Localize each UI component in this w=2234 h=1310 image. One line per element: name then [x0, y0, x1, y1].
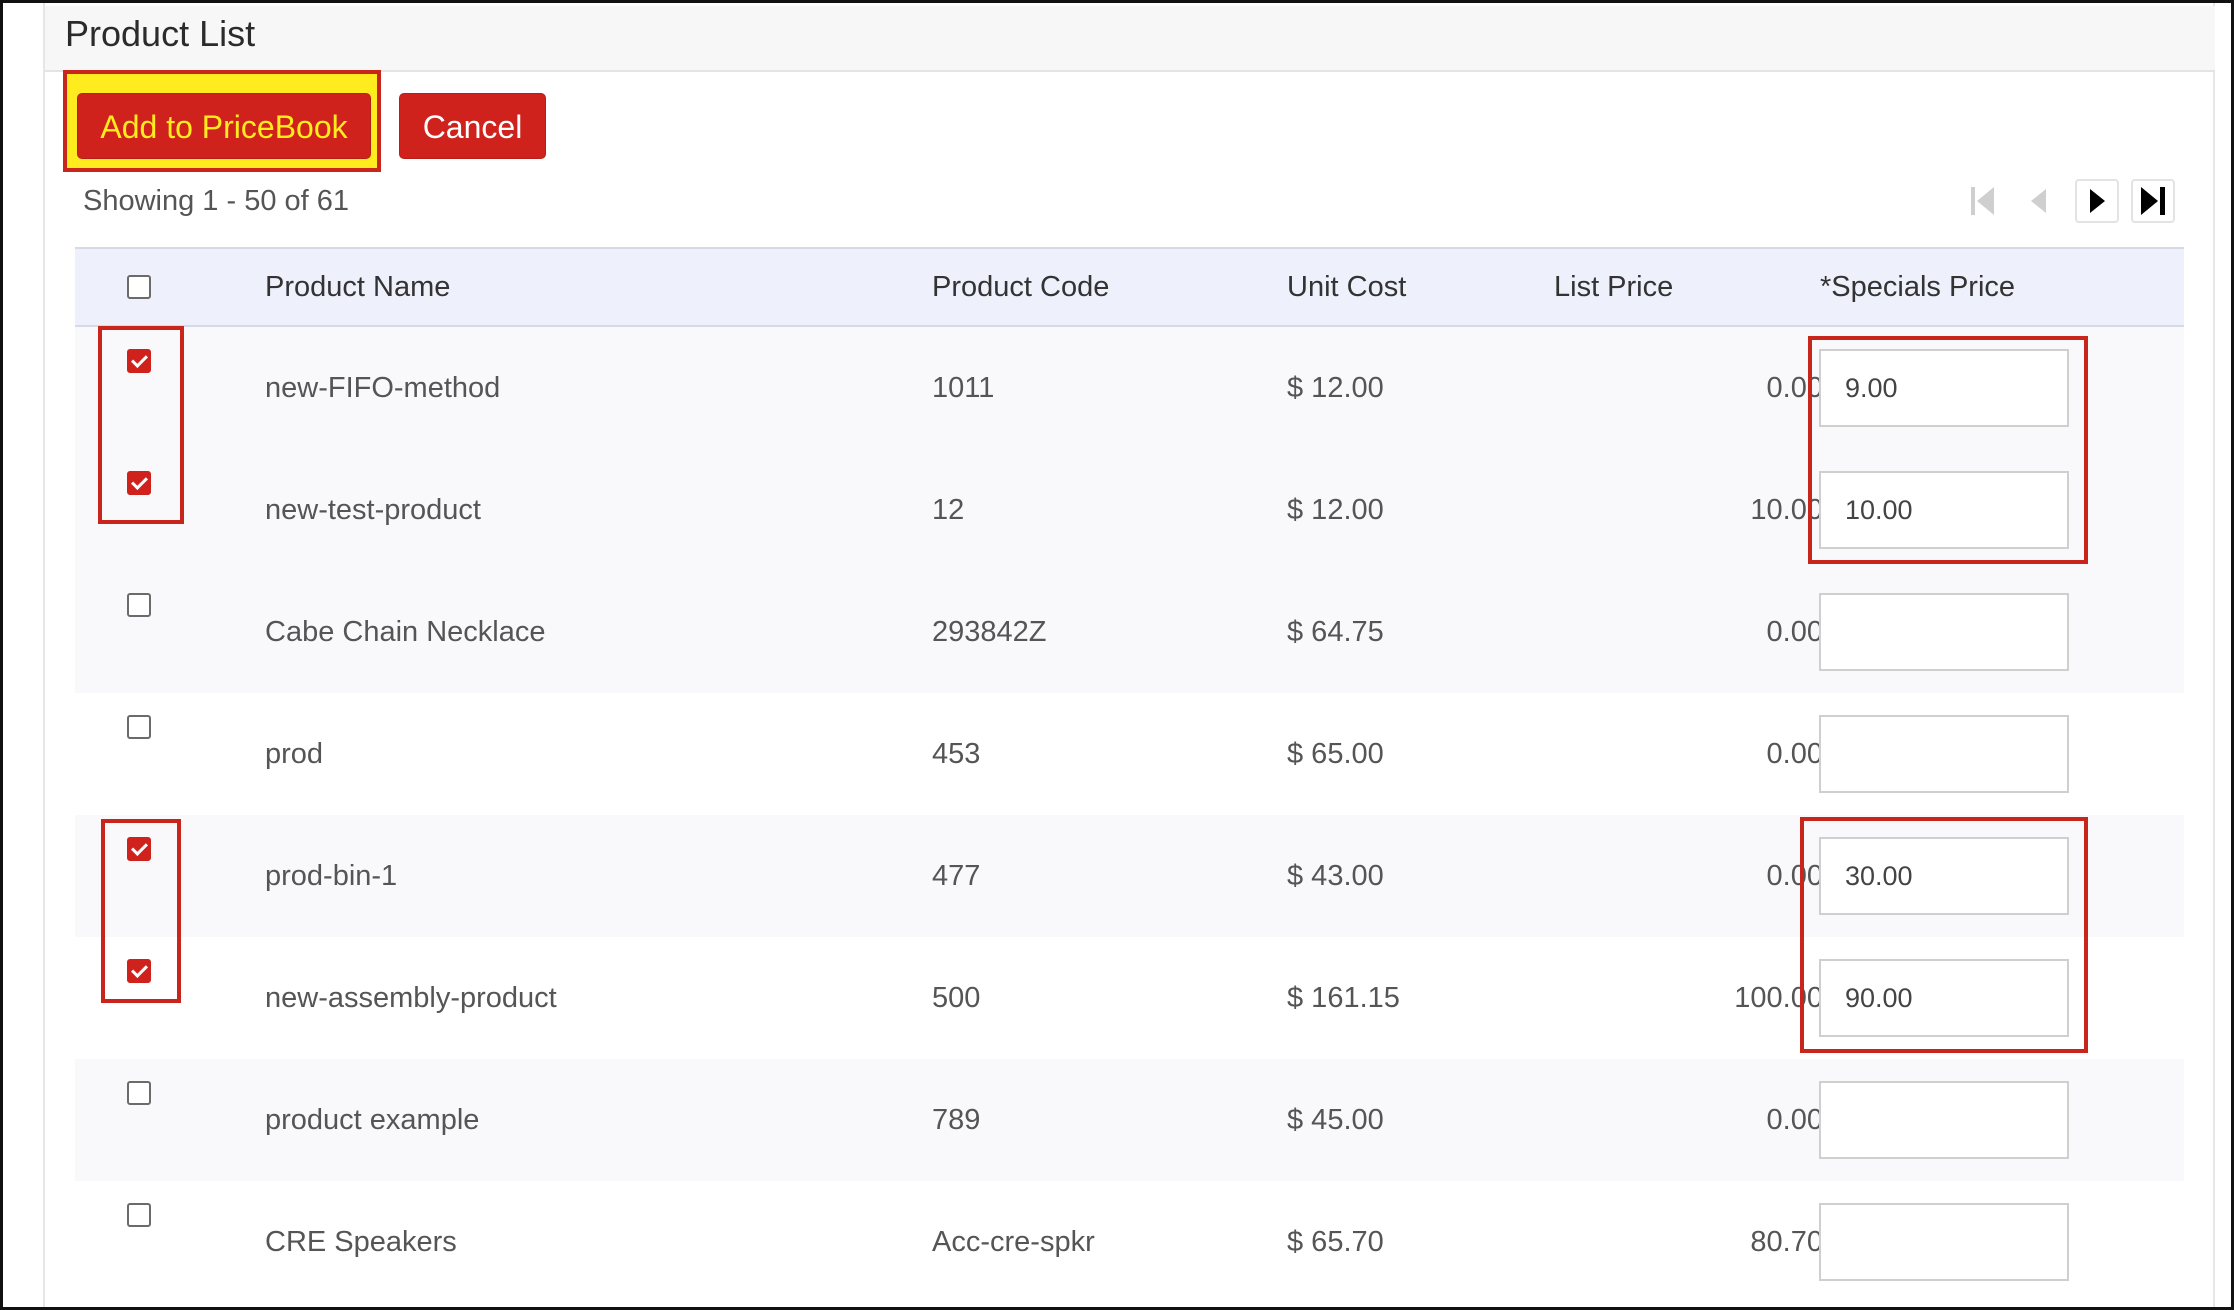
product-name-cell: CRE Speakers	[265, 1226, 457, 1258]
unit-cost-cell: $ 161.15	[1287, 982, 1400, 1014]
product-name-cell: Cabe Chain Necklace	[265, 616, 546, 648]
product-code-cell: 789	[932, 1104, 981, 1136]
unit-cost-cell: $ 45.00	[1287, 1104, 1384, 1136]
table-row: new-FIFO-method 1011 $ 12.00 0.00	[75, 327, 2184, 449]
specials-price-input[interactable]	[1819, 837, 2069, 915]
last-page-icon	[2141, 187, 2165, 215]
next-page-button[interactable]	[2075, 179, 2119, 223]
table-row: new-assembly-product 500 $ 161.15 100.00	[75, 937, 2184, 1059]
table-row: prod-bin-1 477 $ 43.00 0.00	[75, 815, 2184, 937]
last-page-button[interactable]	[2131, 179, 2175, 223]
column-header-unit-cost[interactable]: Unit Cost	[1287, 271, 1407, 303]
product-name-cell: new-test-product	[265, 494, 481, 526]
previous-page-button[interactable]	[2017, 179, 2061, 223]
table-header: Product Name Product Code Unit Cost List…	[75, 247, 2184, 327]
specials-price-input[interactable]	[1819, 715, 2069, 793]
column-header-specials-price[interactable]: *Specials Price	[1820, 271, 2016, 303]
row-checkbox[interactable]	[127, 1081, 151, 1105]
product-name-cell: new-assembly-product	[265, 982, 557, 1014]
list-price-cell: 10.00	[1750, 494, 1823, 526]
product-table: Product Name Product Code Unit Cost List…	[75, 247, 2184, 1303]
product-code-cell: 477	[932, 860, 981, 892]
list-price-cell: 0.00	[1766, 616, 1823, 648]
table-row: new-test-product 12 $ 12.00 10.00	[75, 449, 2184, 571]
unit-cost-cell: $ 12.00	[1287, 494, 1384, 526]
list-price-cell: 0.00	[1766, 1104, 1823, 1136]
product-code-cell: 12	[932, 494, 965, 526]
add-to-pricebook-button[interactable]: Add to PriceBook	[77, 93, 371, 159]
product-name-cell: new-FIFO-method	[265, 372, 501, 404]
unit-cost-cell: $ 65.70	[1287, 1226, 1384, 1258]
product-name-cell: prod	[265, 738, 324, 770]
row-checkbox[interactable]	[127, 959, 151, 983]
product-code-cell: 293842Z	[932, 616, 1047, 648]
product-name-cell: product example	[265, 1104, 480, 1136]
product-code-cell: 500	[932, 982, 981, 1014]
cancel-button[interactable]: Cancel	[399, 93, 546, 159]
table-row: Cabe Chain Necklace 293842Z $ 64.75 0.00	[75, 571, 2184, 693]
specials-price-input[interactable]	[1819, 349, 2069, 427]
specials-price-input[interactable]	[1819, 1081, 2069, 1159]
list-price-cell: 0.00	[1766, 860, 1823, 892]
next-page-icon	[2090, 189, 2105, 213]
previous-page-icon	[2031, 189, 2046, 213]
unit-cost-cell: $ 12.00	[1287, 372, 1384, 404]
page-title: Product List	[65, 13, 256, 54]
unit-cost-cell: $ 64.75	[1287, 616, 1384, 648]
pagination-summary: Showing 1 - 50 of 61	[83, 185, 350, 217]
list-price-cell: 80.70	[1750, 1226, 1823, 1258]
row-checkbox[interactable]	[127, 715, 151, 739]
panel-header: Product List	[45, 6, 2215, 72]
column-header-product-name[interactable]: Product Name	[265, 271, 451, 303]
row-checkbox[interactable]	[127, 349, 151, 373]
specials-price-input[interactable]	[1819, 593, 2069, 671]
row-checkbox[interactable]	[127, 471, 151, 495]
product-name-cell: prod-bin-1	[265, 860, 398, 892]
column-header-list-price[interactable]: List Price	[1554, 271, 1674, 303]
first-page-icon	[1971, 187, 1994, 215]
list-price-cell: 100.00	[1734, 982, 1823, 1014]
product-code-cell: Acc-cre-spkr	[932, 1226, 1095, 1258]
table-row: prod 453 $ 65.00 0.00	[75, 693, 2184, 815]
row-checkbox[interactable]	[127, 593, 151, 617]
row-checkbox[interactable]	[127, 837, 151, 861]
right-divider	[2213, 3, 2215, 1307]
first-page-button[interactable]	[1961, 179, 2005, 223]
select-all-checkbox[interactable]	[127, 275, 151, 299]
row-checkbox[interactable]	[127, 1203, 151, 1227]
table-row: CRE Speakers Acc-cre-spkr $ 65.70 80.70	[75, 1181, 2184, 1303]
specials-price-input[interactable]	[1819, 959, 2069, 1037]
column-header-product-code[interactable]: Product Code	[932, 271, 1110, 303]
list-price-cell: 0.00	[1766, 372, 1823, 404]
product-code-cell: 1011	[932, 372, 995, 404]
list-price-cell: 0.00	[1766, 738, 1823, 770]
unit-cost-cell: $ 43.00	[1287, 860, 1384, 892]
specials-price-input[interactable]	[1819, 471, 2069, 549]
table-row: product example 789 $ 45.00 0.00	[75, 1059, 2184, 1181]
left-divider	[43, 3, 45, 1307]
specials-price-input[interactable]	[1819, 1203, 2069, 1281]
unit-cost-cell: $ 65.00	[1287, 738, 1384, 770]
product-code-cell: 453	[932, 738, 981, 770]
